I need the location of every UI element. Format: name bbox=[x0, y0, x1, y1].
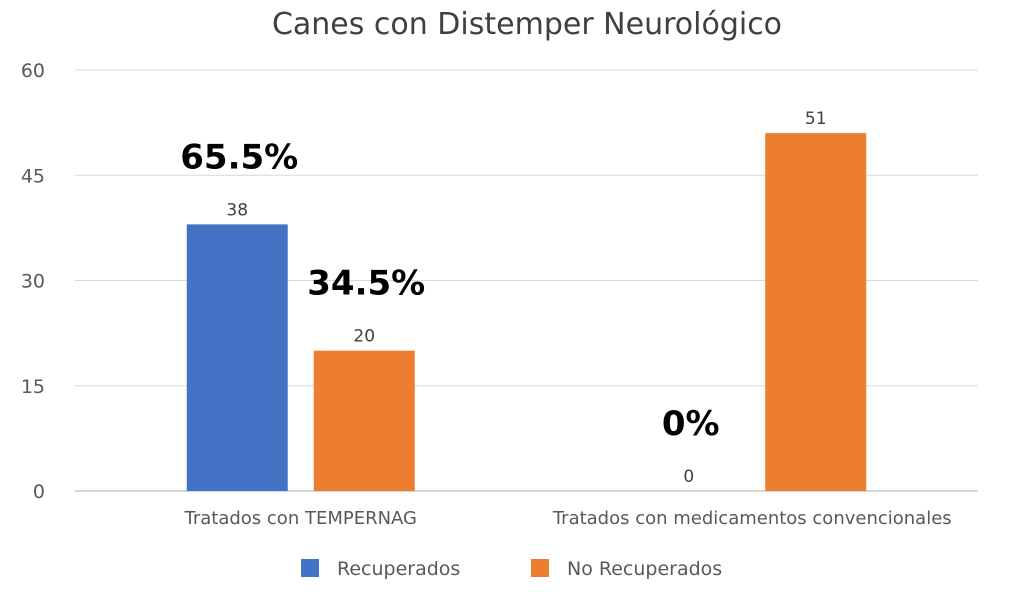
y-axis-ticks: 0 15 30 45 60 bbox=[21, 60, 45, 503]
data-label: 0 bbox=[683, 467, 694, 487]
legend-label: No Recuperados bbox=[567, 558, 722, 580]
bar bbox=[765, 133, 867, 491]
percent-annotation: 34.5% bbox=[307, 264, 425, 304]
data-labels: 38 20 0 51 bbox=[226, 109, 826, 487]
percent-annotation: 65.5% bbox=[180, 137, 298, 177]
y-tick-label: 0 bbox=[33, 481, 45, 503]
data-label: 51 bbox=[805, 109, 827, 129]
bars bbox=[186, 133, 867, 491]
y-tick-label: 60 bbox=[21, 60, 45, 82]
bar bbox=[313, 350, 415, 491]
legend-swatch bbox=[531, 559, 549, 577]
x-tick-label: Tratados con medicamentos convencionales bbox=[552, 508, 952, 529]
y-tick-label: 15 bbox=[21, 376, 45, 398]
data-label: 38 bbox=[226, 200, 248, 220]
data-label: 20 bbox=[353, 327, 375, 347]
bar bbox=[186, 224, 288, 491]
x-axis-labels: Tratados con TEMPERNAG Tratados con medic… bbox=[184, 508, 952, 529]
chart-title: Canes con Distemper Neurológico bbox=[272, 7, 782, 42]
legend-label: Recuperados bbox=[337, 558, 460, 580]
legend: Recuperados No Recuperados bbox=[301, 558, 722, 580]
percent-annotations: 65.5% 34.5% 0% bbox=[180, 137, 719, 444]
y-tick-label: 30 bbox=[21, 271, 45, 293]
x-tick-label: Tratados con TEMPERNAG bbox=[184, 508, 418, 529]
y-tick-label: 45 bbox=[21, 165, 45, 187]
percent-annotation: 0% bbox=[662, 404, 720, 444]
legend-swatch bbox=[301, 559, 319, 577]
